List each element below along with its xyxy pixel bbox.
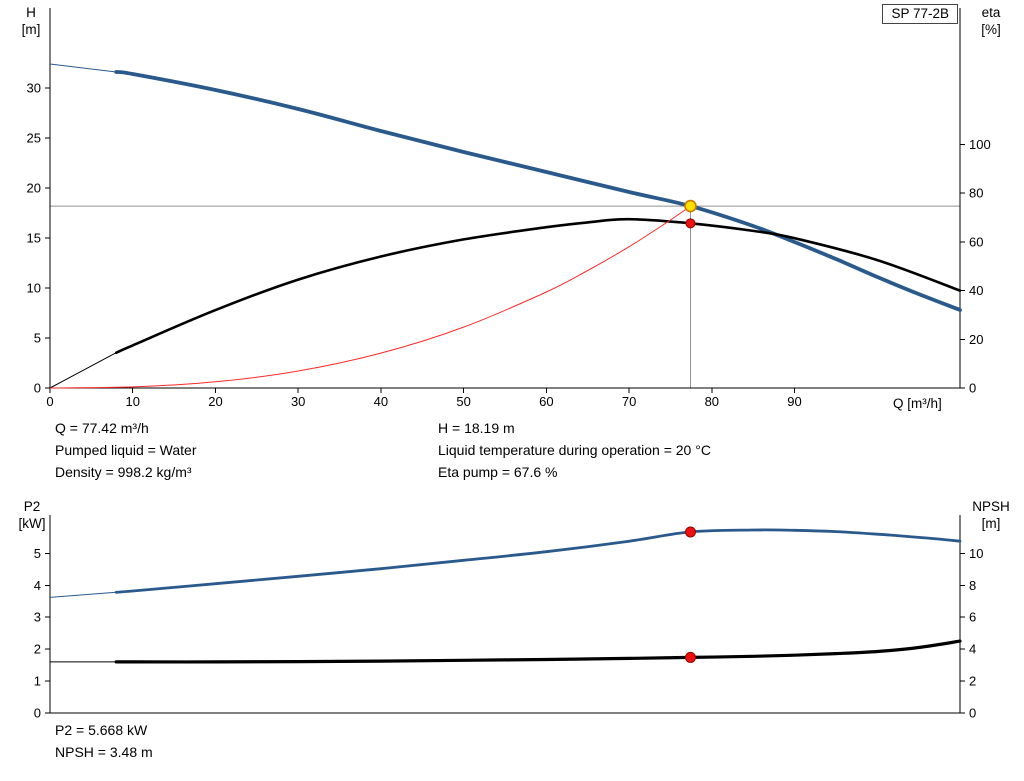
right-tick-label: 0: [969, 706, 976, 721]
x-tick-label: 0: [46, 394, 53, 409]
x-tick-label: 60: [539, 394, 553, 409]
right-tick-label: 8: [969, 578, 976, 593]
pump-model-badge: SP 77-2B: [882, 4, 958, 24]
eta-curve: [114, 217, 962, 354]
left-tick-label: 0: [34, 381, 41, 396]
x-tick-label: 80: [705, 394, 719, 409]
left-tick-label: 1: [34, 674, 41, 689]
right-tick-label: 10: [969, 546, 983, 561]
p2-axis-title: P2 [kW]: [12, 498, 52, 532]
right-tick-label: 4: [969, 642, 976, 657]
left-tick-label: 25: [27, 131, 41, 146]
duty-info-column-1: Q = 77.42 m³/h Pumped liquid = Water Den…: [55, 417, 197, 483]
x-tick-label: 40: [374, 394, 388, 409]
p2-value-text: P2 = 5.668 kW: [55, 722, 148, 738]
npsh-axis-symbol: NPSH: [972, 499, 1010, 514]
npsh-axis-unit: [m]: [981, 516, 1001, 531]
left-tick-label: 20: [27, 181, 41, 196]
p2-curve: [114, 528, 962, 594]
head-curve: [114, 70, 962, 312]
duty-h-text: H = 18.19 m: [438, 420, 515, 436]
system-curve: [49, 205, 691, 389]
h-axis-title: H [m]: [12, 4, 50, 38]
x-tick-label: 50: [456, 394, 470, 409]
x-tick-label: 30: [291, 394, 305, 409]
p2-axis-unit: [kW]: [18, 516, 46, 531]
q-axis-label: Q [m³/h]: [893, 396, 942, 411]
x-tick-label: 20: [208, 394, 222, 409]
left-tick-label: 30: [27, 81, 41, 96]
h-axis-unit: [m]: [21, 22, 41, 37]
left-tick-label: 15: [27, 231, 41, 246]
right-tick-label: 0: [969, 381, 976, 396]
p2-duty-marker: [684, 526, 696, 538]
p2-axis-symbol: P2: [23, 499, 41, 514]
x-tick-label: 70: [622, 394, 636, 409]
eta-axis-title: eta [%]: [966, 4, 1016, 38]
pumped-liquid-text: Pumped liquid = Water: [55, 442, 197, 458]
duty-info-column-2: H = 18.19 m Liquid temperature during op…: [438, 417, 711, 483]
head-curve-lead-in: [49, 63, 117, 73]
left-tick-label: 5: [34, 331, 41, 346]
right-tick-label: 60: [969, 234, 983, 249]
left-tick-label: 2: [34, 642, 41, 657]
duty-point-marker: [684, 199, 697, 213]
right-tick-label: 20: [969, 332, 983, 347]
left-tick-label: 5: [34, 546, 41, 561]
npsh-duty-marker: [684, 651, 696, 663]
left-tick-label: 10: [27, 281, 41, 296]
p2-curve-lead-in: [49, 591, 117, 598]
right-tick-label: 80: [969, 186, 983, 201]
npsh-curve: [114, 639, 962, 664]
npsh-axis-title: NPSH [m]: [964, 498, 1018, 532]
eta-pump-text: Eta pump = 67.6 %: [438, 464, 558, 480]
left-tick-label: 0: [34, 706, 41, 721]
x-tick-label: 10: [125, 394, 139, 409]
duty-q-text: Q = 77.42 m³/h: [55, 420, 149, 436]
right-tick-label: 2: [969, 674, 976, 689]
density-text: Density = 998.2 kg/m³: [55, 464, 192, 480]
eta-point-marker: [685, 218, 696, 229]
eta-curve-lead-in: [49, 352, 117, 389]
left-tick-label: 3: [34, 610, 41, 625]
liquid-temperature-text: Liquid temperature during operation = 20…: [438, 442, 711, 458]
right-tick-label: 6: [969, 610, 976, 625]
right-tick-label: 100: [969, 137, 991, 152]
power-npsh-info: P2 = 5.668 kW NPSH = 3.48 m: [55, 719, 153, 763]
x-tick-label: 90: [787, 394, 801, 409]
eta-axis-unit: [%]: [981, 22, 1001, 37]
eta-axis-symbol: eta: [981, 5, 1001, 20]
npsh-value-text: NPSH = 3.48 m: [55, 744, 153, 760]
right-tick-label: 40: [969, 283, 983, 298]
h-axis-symbol: H: [26, 5, 36, 20]
left-tick-label: 4: [34, 578, 41, 593]
